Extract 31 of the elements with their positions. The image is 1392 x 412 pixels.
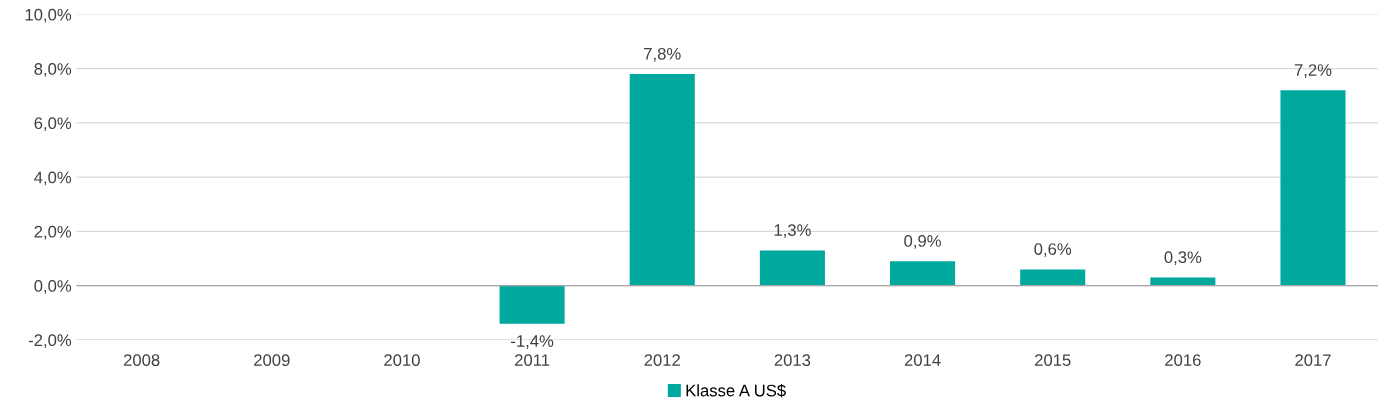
bar: [759, 250, 825, 286]
y-tick-label: 10,0%: [25, 8, 72, 23]
data-label: 0,3%: [1164, 251, 1202, 266]
x-tick-label: 2013: [774, 354, 811, 367]
x-tick-label: 2010: [384, 354, 420, 367]
data-label: -1,4%: [511, 335, 554, 349]
bar: [1020, 269, 1086, 286]
x-tick-label: 2016: [1165, 354, 1201, 367]
data-label: 7,8%: [644, 47, 681, 62]
x-tick-label: 2015: [1035, 354, 1071, 367]
legend-label: Klasse A US$: [686, 383, 786, 398]
bar: [1280, 90, 1346, 286]
bar: [890, 261, 956, 286]
x-tick-label: 2011: [515, 354, 550, 367]
y-tick-label: -2,0%: [28, 334, 72, 349]
y-tick-label: 2,0%: [34, 225, 72, 240]
y-tick-label: 6,0%: [34, 117, 72, 132]
x-tick-label: 2012: [644, 354, 680, 367]
bar: [499, 285, 565, 324]
data-label: 0,9%: [904, 235, 941, 249]
bar: [629, 74, 695, 286]
y-tick-label: 8,0%: [34, 63, 72, 77]
data-label: 7,2%: [1294, 64, 1332, 78]
x-tick-label: 2009: [254, 354, 290, 367]
x-tick-label: 2014: [904, 354, 941, 367]
x-tick-label: 2008: [123, 354, 160, 367]
y-tick-label: 0,0%: [34, 280, 72, 294]
y-tick-label: 4,0%: [34, 171, 72, 186]
x-tick-label: 2017: [1295, 354, 1331, 367]
data-label: 0,6%: [1034, 243, 1072, 257]
data-label: 1,3%: [774, 224, 811, 238]
